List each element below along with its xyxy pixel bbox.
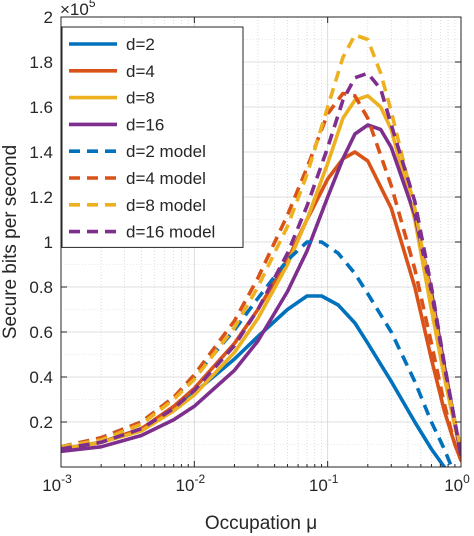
legend-label: d=4 model xyxy=(126,169,206,188)
series-line-6 xyxy=(61,91,461,461)
legend-label: d=8 model xyxy=(126,196,206,215)
series-line-2 xyxy=(61,150,461,463)
y-tick-label: 1.4 xyxy=(29,143,53,162)
x-tick-label: 10-1 xyxy=(309,472,339,495)
legend-label: d=8 xyxy=(126,89,155,108)
legend-label: d=16 xyxy=(126,115,164,134)
legend-label: d=2 xyxy=(126,35,155,54)
legend: d=2 d=4 d=8 d=16 d=2 model d=4 model d=8 model… xyxy=(61,26,244,248)
y-tick-label: 0.8 xyxy=(29,278,53,297)
series-line-3 xyxy=(61,94,461,456)
y-tick-label: 1.6 xyxy=(29,98,53,117)
y-axis-multiplier: ×105 xyxy=(60,0,96,19)
series-lines xyxy=(61,33,461,467)
legend-label: d=4 xyxy=(126,62,155,81)
legend-label: d=2 model xyxy=(126,142,206,161)
legend-box xyxy=(61,26,244,248)
y-tick-label: 1.2 xyxy=(29,188,53,207)
x-tick-label: 10-2 xyxy=(176,472,206,495)
legend-label: d=16 model xyxy=(126,223,215,242)
x-tick-label: 100 xyxy=(444,472,470,495)
x-tick-label: 10-3 xyxy=(42,472,72,495)
y-tick-label: 1 xyxy=(44,233,53,252)
y-tick-label: 0.6 xyxy=(29,323,53,342)
y-tick-label: 2 xyxy=(44,8,53,27)
series-line-8 xyxy=(61,71,461,457)
y-tick-label: 0.4 xyxy=(29,368,53,387)
y-axis-label: Secure bits per second xyxy=(0,145,21,339)
x-axis-label: Occupation μ xyxy=(205,513,317,534)
y-tick-label: 0.2 xyxy=(29,413,53,432)
axis-ticks: 10-3 10-2 10-1 100 0.2 0.4 0.6 0.8 1 1.2 1.4 1.6 1.8… xyxy=(29,8,470,495)
y-tick-label: 1.8 xyxy=(29,53,53,72)
series-line-7 xyxy=(61,33,461,450)
